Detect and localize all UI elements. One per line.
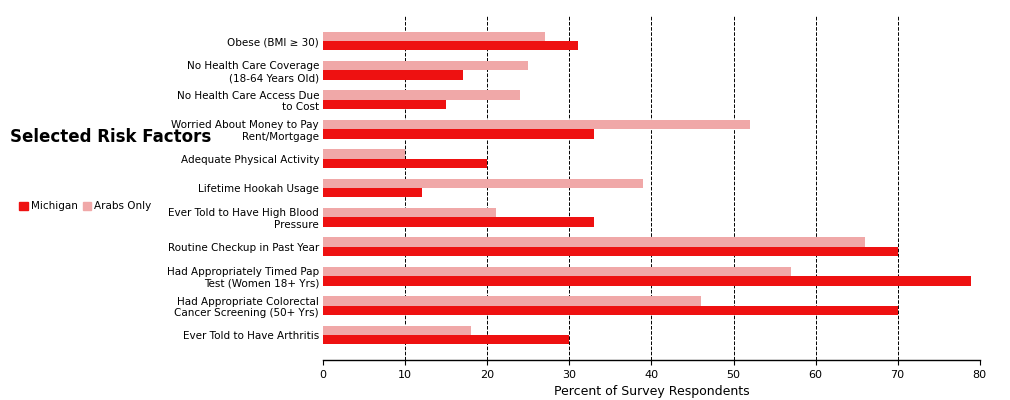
Bar xyxy=(323,70,463,80)
Bar xyxy=(323,237,865,247)
Bar xyxy=(323,306,898,315)
Bar xyxy=(323,217,594,227)
Bar xyxy=(323,159,487,168)
Bar xyxy=(323,100,446,109)
Bar xyxy=(323,326,471,335)
X-axis label: Percent of Survey Respondents: Percent of Survey Respondents xyxy=(553,385,749,398)
Legend: Michigan, Arabs Only: Michigan, Arabs Only xyxy=(15,197,156,216)
Bar xyxy=(323,276,972,286)
Bar xyxy=(323,129,594,139)
Bar xyxy=(323,120,749,129)
Bar xyxy=(323,149,405,159)
Bar xyxy=(323,32,544,41)
Bar xyxy=(323,247,898,256)
Bar xyxy=(323,335,570,344)
Bar xyxy=(323,61,528,70)
Bar xyxy=(323,41,578,50)
Bar xyxy=(323,296,701,306)
Bar xyxy=(323,178,643,188)
Bar xyxy=(323,267,791,276)
Bar xyxy=(323,90,520,100)
Text: Selected Risk Factors: Selected Risk Factors xyxy=(10,128,211,146)
Bar xyxy=(323,188,422,198)
Bar xyxy=(323,208,496,217)
